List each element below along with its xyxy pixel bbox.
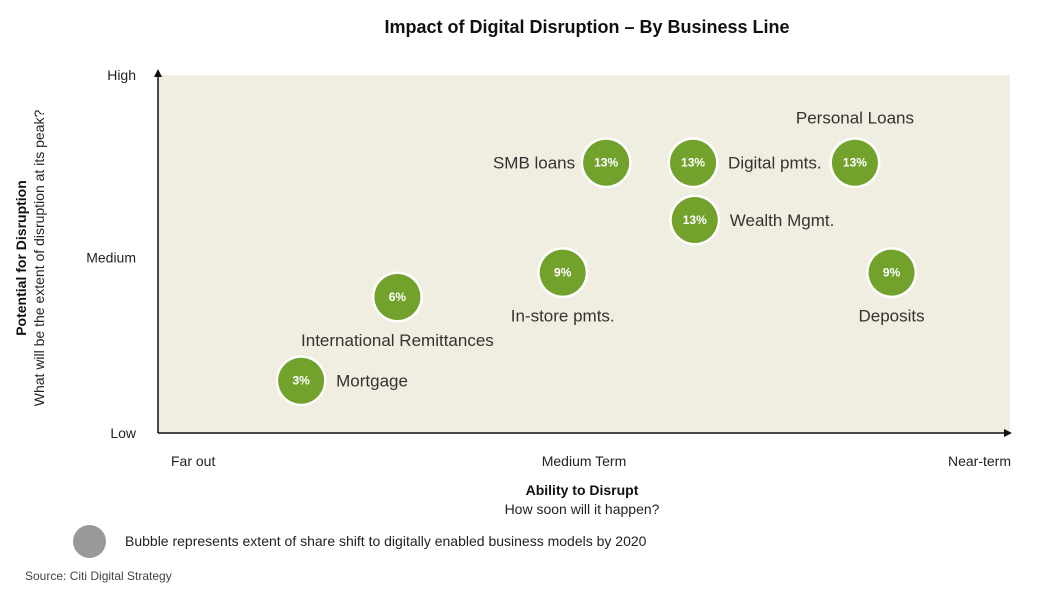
bubble-point [670,139,717,186]
data-point-label: Wealth Mgmt. [730,211,835,230]
data-point-label: International Remittances [301,331,494,350]
x-tick-label: Near-term [948,453,1011,469]
bubble-value-label: 13% [843,156,867,170]
y-tick-label: Low [110,425,137,441]
bubble-point [831,139,878,186]
bubble-value-label: 6% [389,290,407,304]
x-axis-title: Ability to Disrupt How soon will it happ… [362,481,802,519]
y-tick-label: Medium [86,250,136,266]
bubble-value-label: 3% [292,374,310,388]
x-axis-arrow-icon [1004,429,1012,437]
bubble-value-label: 13% [683,213,707,227]
chart-title: Impact of Digital Disruption – By Busine… [384,17,790,37]
bubble-point [539,249,586,296]
data-point-label: In-store pmts. [511,307,615,326]
data-point-label: Mortgage [336,372,408,391]
legend-text: Bubble represents extent of share shift … [125,533,647,549]
bubble-point [583,139,630,186]
data-point-label: Digital pmts. [728,154,822,173]
y-axis-sublabel: What will be the extent of disruption at… [31,109,47,407]
x-axis-label: Ability to Disrupt [525,482,639,498]
bubble-point [671,196,718,243]
y-axis-label: Potential for Disruption [13,180,29,336]
x-tick-label: Medium Term [542,453,627,469]
data-point-label: SMB loans [493,154,575,173]
bubble-value-label: 9% [554,266,572,280]
bubble-value-label: 13% [594,156,618,170]
bubble-point [278,357,325,404]
bubble-point [868,249,915,296]
data-point-label: Personal Loans [796,109,914,128]
x-axis-sublabel: How soon will it happen? [504,501,660,517]
legend-bubble-icon [73,525,106,558]
y-tick-label: High [107,67,136,83]
y-axis-arrow-icon [154,69,162,77]
bubble-point [374,273,421,320]
source-note: Source: Citi Digital Strategy [25,569,172,583]
x-tick-label: Far out [171,453,215,469]
bubble-value-label: 9% [883,266,901,280]
data-point-label: Deposits [859,307,925,326]
bubble-value-label: 13% [681,156,705,170]
